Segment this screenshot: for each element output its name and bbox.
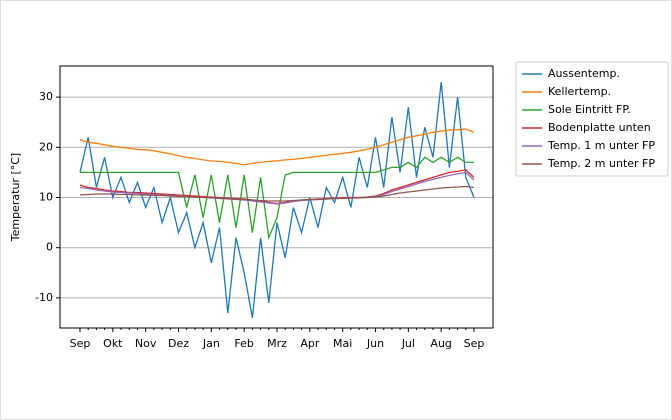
legend-label: Temp. 1 m unter FP <box>547 139 655 152</box>
legend-label: Sole Eintritt FP. <box>548 103 631 116</box>
series-line <box>79 128 475 166</box>
x-tick-label: Sep <box>464 337 485 350</box>
x-tick-label: Mrz <box>267 337 287 350</box>
x-tick-label: Jul <box>401 337 415 350</box>
y-axis-label: Temperatur [°C] <box>9 153 22 242</box>
x-tick-label: Dez <box>168 337 189 350</box>
y-tick-label: 0 <box>46 241 53 254</box>
x-tick-label: Apr <box>300 337 320 350</box>
x-tick-label: Jan <box>202 337 220 350</box>
series-line <box>79 171 475 205</box>
series-line <box>79 82 475 319</box>
y-tick-label: 20 <box>39 140 53 153</box>
legend-label: Aussentemp. <box>548 67 620 80</box>
y-tick-label: 30 <box>39 90 53 103</box>
plot-frame <box>59 65 494 329</box>
x-tick-label: Mai <box>333 337 352 350</box>
x-tick-label: Okt <box>103 337 123 350</box>
legend-label: Bodenplatte unten <box>548 121 651 134</box>
x-tick-label: Sep <box>70 337 91 350</box>
x-tick-label: Feb <box>234 337 253 350</box>
y-tick-label: -10 <box>35 291 53 304</box>
series-line <box>79 185 475 202</box>
x-tick-label: Nov <box>135 337 157 350</box>
legend-label: Temp. 2 m unter FP <box>547 157 655 170</box>
series-line <box>80 156 474 241</box>
y-tick-label: 10 <box>39 191 53 204</box>
legend-box <box>515 61 669 177</box>
x-tick-label: Aug <box>430 337 451 350</box>
legend-label: Kellertemp. <box>548 85 611 98</box>
x-tick-label: Jun <box>366 337 384 350</box>
